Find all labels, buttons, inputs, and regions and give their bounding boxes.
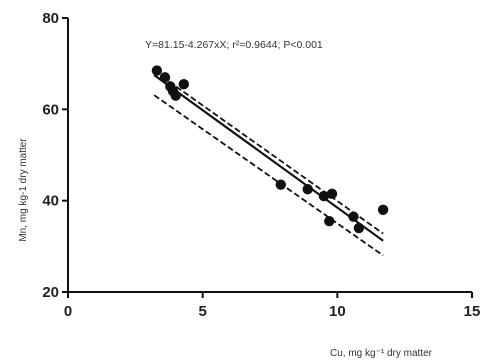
data-point [377,204,389,215]
x-tick-label: 0 [64,303,72,320]
y-tick-label: 40 [42,193,59,210]
confidence-band [153,70,384,257]
x-tick-label: 10 [329,303,346,320]
x-tick-label: 15 [464,303,481,320]
x-axis-label: Cu, mg kg⁻¹ dry matter [330,348,433,359]
data-point [159,72,171,83]
data-point [353,222,365,234]
data-point [324,216,335,227]
data-point [326,188,338,200]
data-points [151,65,389,234]
regression-line [153,74,384,242]
regression-equation: Y=81.15-4.267xX; r²=0.9644; P<0.001 [145,39,323,51]
y-tick-label: 20 [42,284,59,301]
y-tick-label: 80 [42,10,59,27]
regression-line-group [153,74,384,242]
data-point [348,211,359,222]
data-point [318,190,330,202]
data-point [302,184,313,195]
y-axis-label: Mn, mg kg-1 dry matter [18,138,29,242]
y-tick-label: 60 [42,101,59,118]
upper-confidence-line [153,70,384,235]
data-point [178,79,190,90]
axes [67,18,472,293]
data-point [170,90,181,101]
ticks: 0 5 10 15 20 40 60 80 [42,10,480,320]
lower-confidence-line [153,94,384,257]
x-tick-label: 5 [198,303,206,320]
data-point [151,65,163,76]
data-point [275,179,286,190]
